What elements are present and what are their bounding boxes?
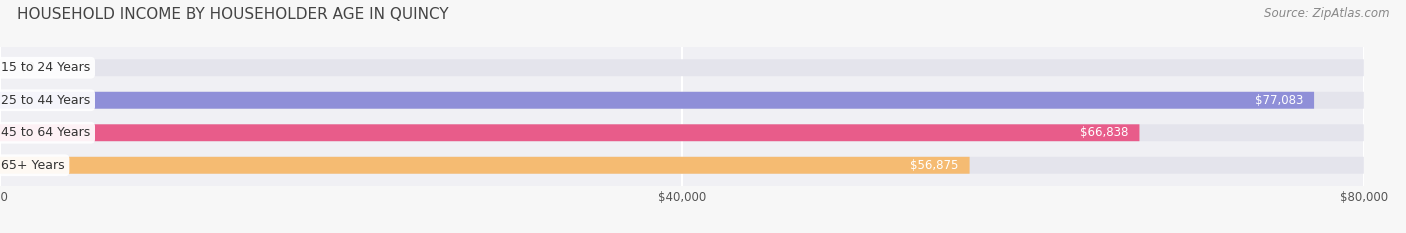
Text: 65+ Years: 65+ Years bbox=[1, 159, 65, 172]
Text: $56,875: $56,875 bbox=[910, 159, 959, 172]
Text: $77,083: $77,083 bbox=[1254, 94, 1303, 107]
Text: 45 to 64 Years: 45 to 64 Years bbox=[1, 126, 90, 139]
Text: Source: ZipAtlas.com: Source: ZipAtlas.com bbox=[1264, 7, 1389, 20]
FancyBboxPatch shape bbox=[0, 59, 1364, 76]
Text: $0: $0 bbox=[21, 61, 35, 74]
FancyBboxPatch shape bbox=[0, 92, 1364, 109]
FancyBboxPatch shape bbox=[0, 157, 970, 174]
FancyBboxPatch shape bbox=[0, 92, 1315, 109]
Text: $66,838: $66,838 bbox=[1080, 126, 1129, 139]
FancyBboxPatch shape bbox=[0, 124, 1364, 141]
Text: 15 to 24 Years: 15 to 24 Years bbox=[1, 61, 90, 74]
Text: HOUSEHOLD INCOME BY HOUSEHOLDER AGE IN QUINCY: HOUSEHOLD INCOME BY HOUSEHOLDER AGE IN Q… bbox=[17, 7, 449, 22]
FancyBboxPatch shape bbox=[0, 124, 1139, 141]
FancyBboxPatch shape bbox=[0, 157, 1364, 174]
Text: 25 to 44 Years: 25 to 44 Years bbox=[1, 94, 90, 107]
